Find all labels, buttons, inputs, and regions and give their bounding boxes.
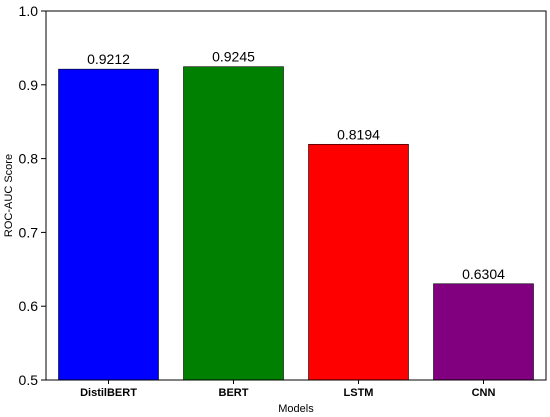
y-tick-label: 1.0 xyxy=(19,3,39,19)
bar-bert xyxy=(183,66,284,381)
data-label: 0.9245 xyxy=(212,49,255,65)
y-tick-label: 0.6 xyxy=(19,298,39,314)
data-label: 0.6304 xyxy=(462,266,505,282)
bar-lstm xyxy=(308,143,409,381)
bar-cnn xyxy=(433,283,534,381)
x-axis-title: Models xyxy=(278,403,314,415)
data-label: 0.8194 xyxy=(337,126,380,142)
x-tick-label: CNN xyxy=(472,387,496,399)
y-tick-label: 0.9 xyxy=(19,77,39,93)
y-axis-title: ROC-AUC Score xyxy=(3,154,15,237)
bars: 0.9212 0.9245 0.8194 0.6304 xyxy=(58,49,534,381)
x-tick-label: LSTM xyxy=(344,387,374,399)
data-label: 0.9212 xyxy=(87,51,130,67)
y-tick-label: 0.5 xyxy=(19,372,39,388)
y-axis: 0.5 0.6 0.7 0.8 0.9 1.0 xyxy=(19,3,46,388)
x-tick-label: DistilBERT xyxy=(80,387,137,399)
plot-frame xyxy=(45,10,547,381)
y-tick-label: 0.7 xyxy=(19,224,39,240)
x-tick-label: BERT xyxy=(219,387,249,399)
x-axis: DistilBERT BERT LSTM CNN xyxy=(80,380,495,399)
bar-distilbert xyxy=(58,68,159,381)
y-tick-label: 0.8 xyxy=(19,151,39,167)
